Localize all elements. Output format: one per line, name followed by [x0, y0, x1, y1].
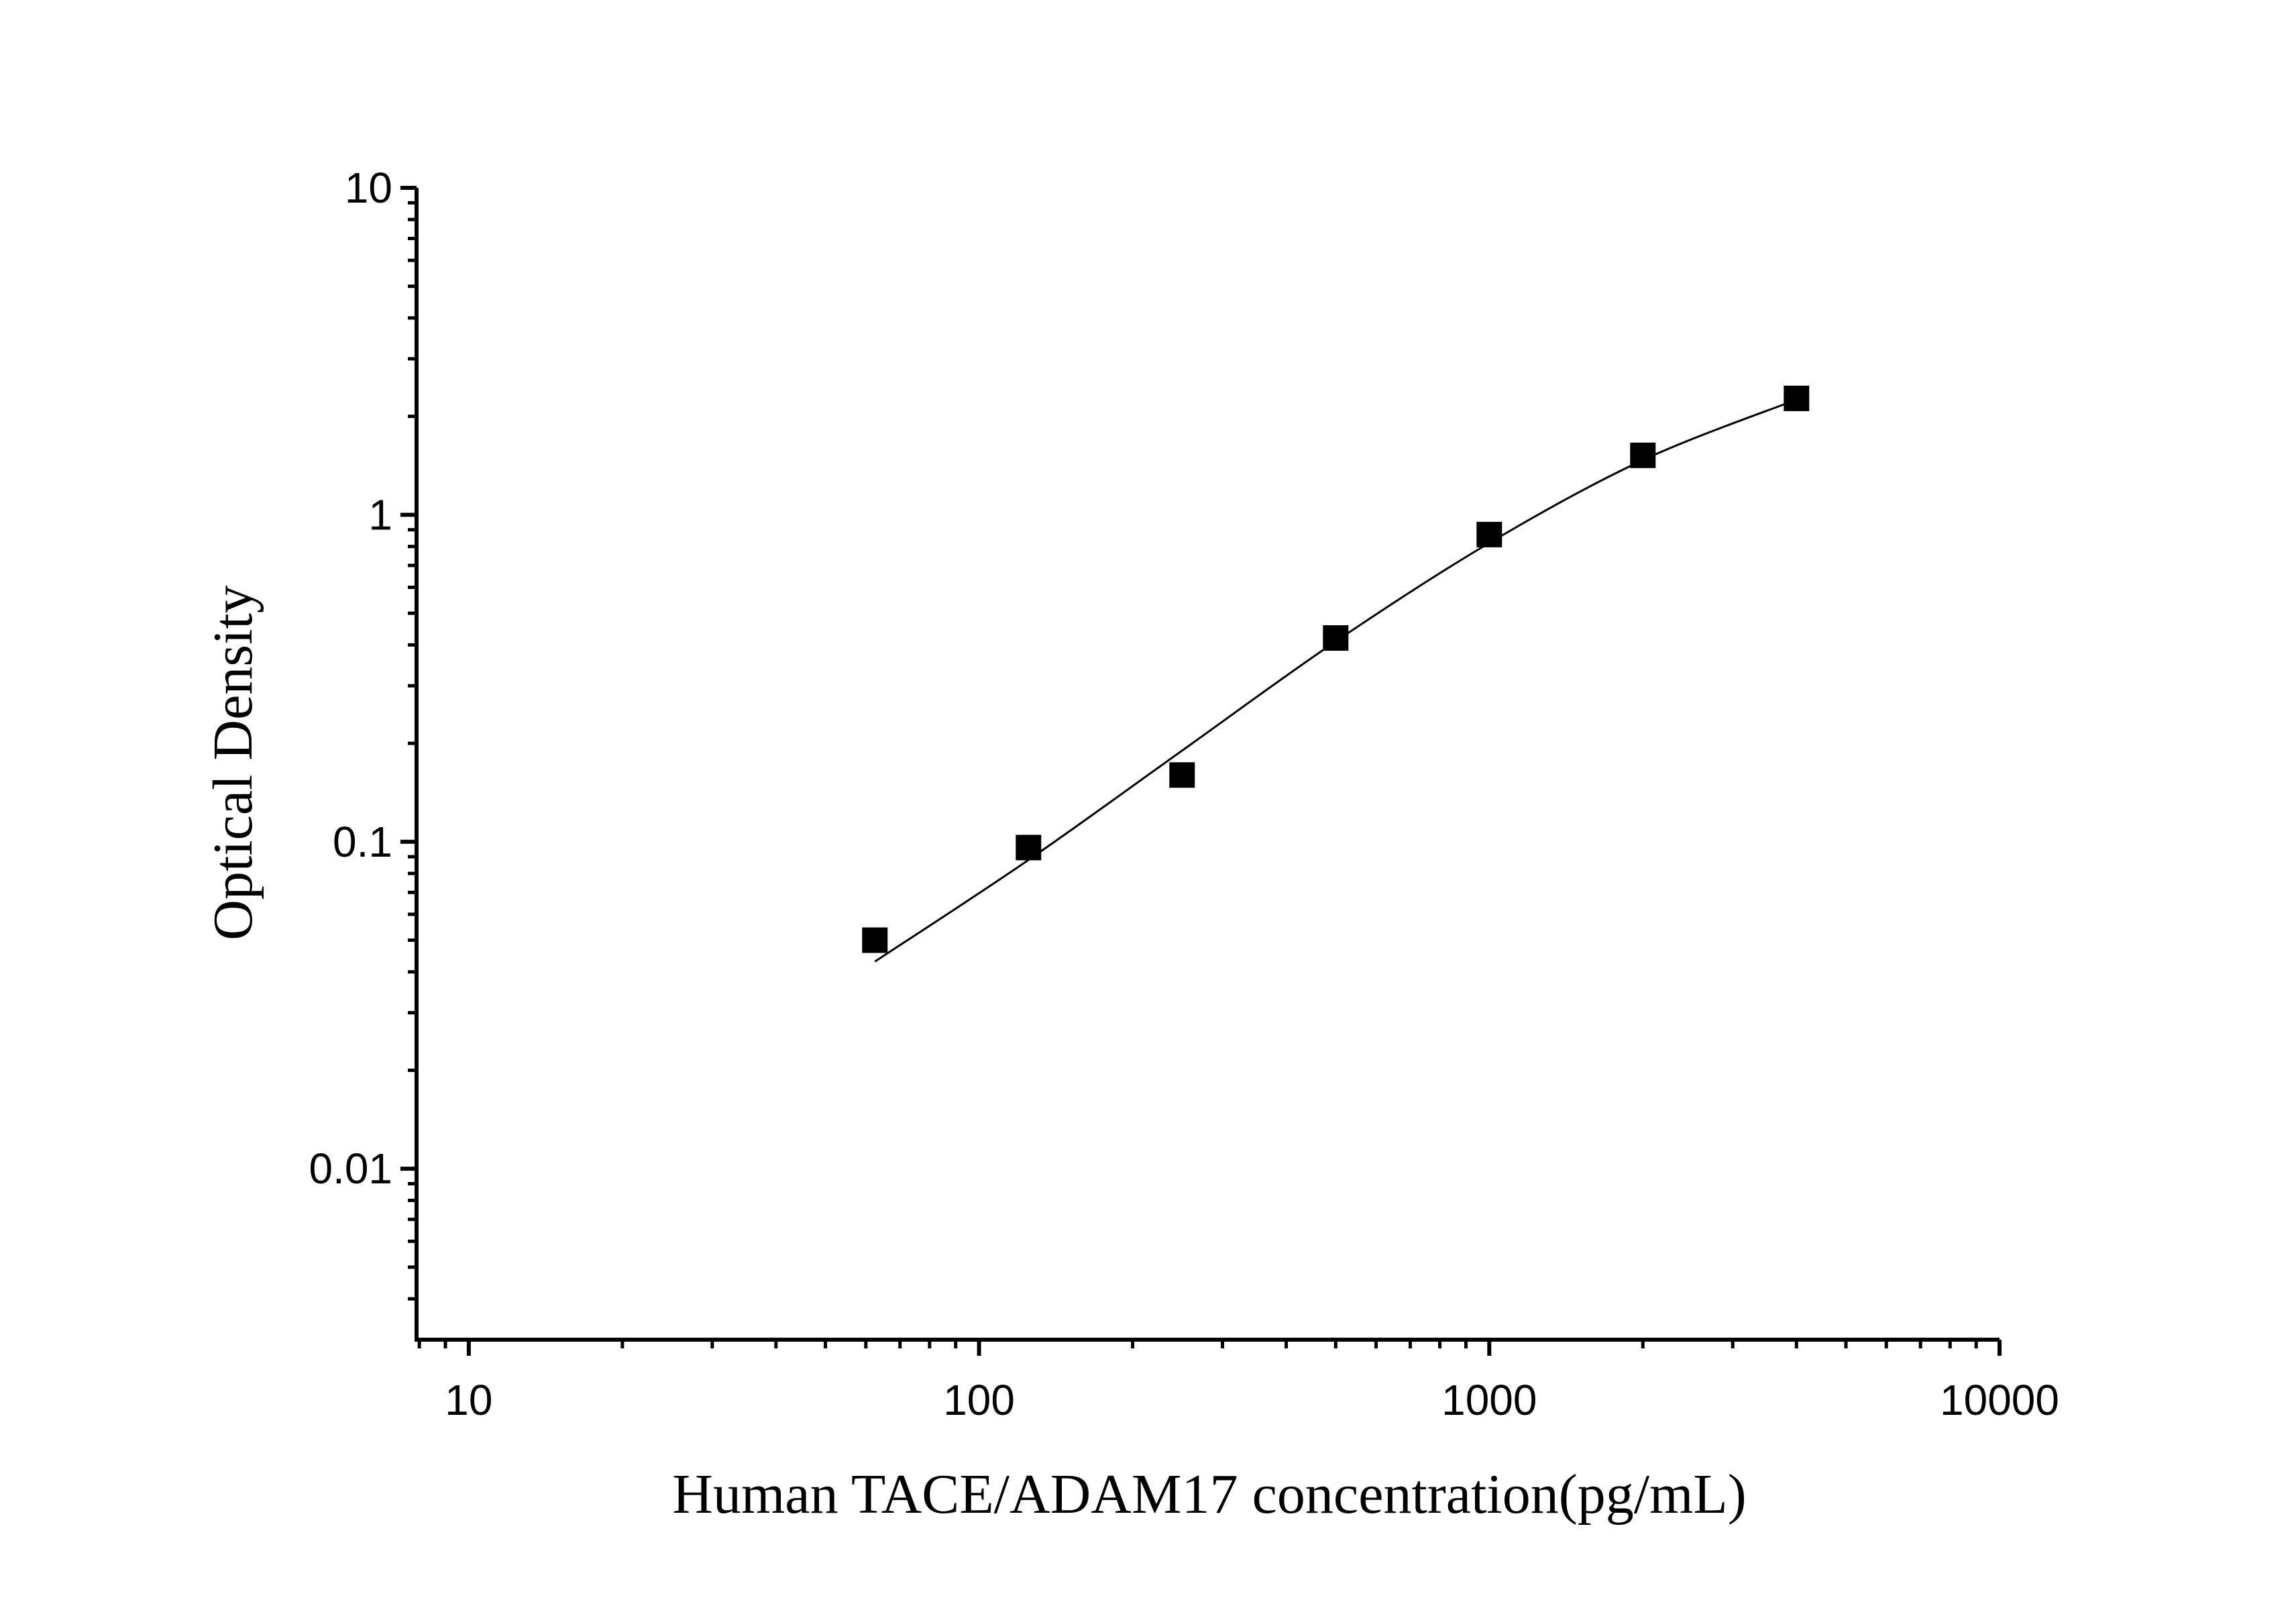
y-axis-title: Optical Density	[202, 585, 264, 941]
x-tick-label: 100	[943, 1376, 1015, 1424]
y-tick-label: 1	[368, 490, 392, 539]
marker	[1016, 835, 1042, 861]
marker	[1169, 762, 1195, 788]
y-tick-label: 10	[345, 164, 392, 212]
x-axis-title: Human TACE/ADAM17 concentration(pg/mL)	[672, 1463, 1746, 1526]
x-tick-label: 1000	[1441, 1376, 1537, 1424]
marker	[862, 927, 888, 953]
y-tick-label: 0.01	[309, 1144, 392, 1193]
x-tick-label: 10	[445, 1376, 492, 1424]
fit-curve	[874, 398, 1797, 963]
y-tick-label: 0.1	[333, 818, 392, 866]
marker	[1784, 385, 1810, 411]
x-tick-label: 10000	[1940, 1376, 2059, 1424]
